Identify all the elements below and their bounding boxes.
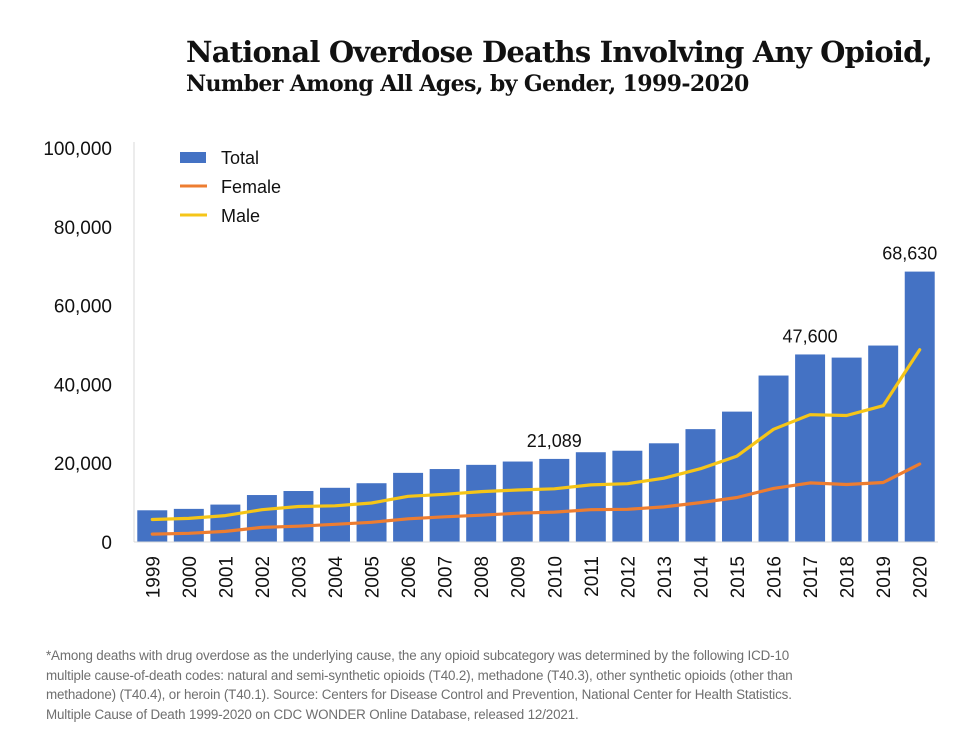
bar-total-2018 bbox=[831, 357, 862, 542]
x-tick-label: 2005 bbox=[363, 556, 384, 598]
chart-subtitle: Number Among All Ages, by Gender, 1999-2… bbox=[186, 71, 749, 97]
x-tick-label: 1999 bbox=[143, 556, 164, 598]
x-tick-label: 2018 bbox=[838, 556, 859, 598]
legend-label-male: Male bbox=[221, 206, 260, 226]
chart-title-line-1: National Overdose Deaths Involving Any O… bbox=[186, 35, 933, 69]
x-tick-label: 2007 bbox=[436, 556, 457, 598]
y-tick-label: 40,000 bbox=[54, 375, 112, 396]
bar-total-1999 bbox=[137, 510, 168, 542]
bar-total-2013 bbox=[648, 443, 679, 542]
x-tick-label: 2016 bbox=[765, 556, 786, 598]
bar-total-2005 bbox=[356, 483, 387, 542]
footnote: *Among deaths with drug overdose as the … bbox=[46, 646, 946, 724]
chart-area: 0 20,000 40,000 60,000 80,000 100,000 21,089 4… bbox=[43, 139, 938, 599]
x-tick-label: 2006 bbox=[399, 556, 420, 598]
bar-total-2001 bbox=[210, 504, 241, 542]
x-tick-label: 2017 bbox=[801, 556, 822, 598]
x-tick-label: 2020 bbox=[911, 556, 932, 598]
bar-total-2015 bbox=[722, 411, 752, 542]
y-tick-label: 80,000 bbox=[54, 218, 112, 239]
x-tick-label: 2004 bbox=[326, 556, 347, 599]
x-tick-label: 2010 bbox=[545, 556, 566, 598]
data-label-2020: 68,630 bbox=[882, 244, 937, 264]
footnote-line: methadone) (T40.4), or heroin (T40.1). S… bbox=[46, 687, 792, 702]
bar-total-2002 bbox=[246, 495, 277, 542]
y-axis: 0 20,000 40,000 60,000 80,000 100,000 bbox=[43, 139, 135, 554]
y-tick-label: 100,000 bbox=[43, 139, 112, 160]
line-male bbox=[150, 348, 922, 522]
bar-total-2006 bbox=[393, 472, 424, 542]
legend-swatch-total bbox=[180, 152, 206, 163]
legend-label-total: Total bbox=[221, 148, 259, 168]
x-tick-label: 2013 bbox=[655, 556, 676, 598]
bar-total-2019 bbox=[868, 345, 899, 542]
legend-label-female: Female bbox=[221, 177, 281, 197]
bar-total-2016 bbox=[758, 375, 789, 542]
x-tick-label: 2014 bbox=[691, 556, 712, 599]
bar-total-2003 bbox=[283, 491, 314, 542]
x-tick-label: 2002 bbox=[253, 556, 274, 598]
series-lines bbox=[150, 348, 922, 536]
bar-total-2020 bbox=[904, 271, 935, 542]
data-label-2010: 21,089 bbox=[527, 431, 582, 451]
data-labels: 21,089 47,600 68,630 bbox=[527, 244, 938, 451]
x-tick-label: 2011 bbox=[582, 556, 603, 597]
bar-total-2007 bbox=[429, 469, 460, 542]
x-tick-label: 2008 bbox=[472, 556, 493, 598]
line-female bbox=[150, 462, 922, 536]
x-tick-label: 2019 bbox=[874, 556, 895, 598]
bar-total-2011 bbox=[575, 452, 606, 542]
chart-title: National Overdose Deaths Involving Any O… bbox=[186, 34, 933, 98]
x-tick-label: 2000 bbox=[180, 556, 201, 598]
y-tick-label: 20,000 bbox=[54, 454, 112, 475]
y-tick-label: 0 bbox=[101, 533, 112, 554]
y-tick-label: 60,000 bbox=[54, 297, 112, 318]
bar-total-2004 bbox=[320, 487, 350, 542]
x-tick-label: 2009 bbox=[509, 556, 530, 598]
bar-total-2010 bbox=[539, 458, 570, 542]
x-tick-label: 2001 bbox=[216, 556, 237, 598]
x-tick-label: 2012 bbox=[618, 556, 639, 598]
bars-total bbox=[137, 271, 935, 542]
x-tick-label: 2015 bbox=[728, 556, 749, 598]
data-label-2017: 47,600 bbox=[783, 326, 838, 346]
footnote-line: multiple cause-of-death codes: natural a… bbox=[46, 667, 793, 683]
footnote-line: Multiple Cause of Death 1999-2020 on CDC… bbox=[46, 706, 579, 722]
bar-total-2008 bbox=[466, 464, 497, 542]
bar-total-2012 bbox=[612, 450, 643, 542]
footnote-line: *Among deaths with drug overdose as the … bbox=[46, 648, 790, 663]
x-tick-label: 2003 bbox=[289, 556, 310, 598]
legend: Total Female Male bbox=[180, 148, 281, 226]
bar-total-2009 bbox=[502, 461, 533, 542]
bar-total-2017 bbox=[795, 354, 826, 542]
bar-total-2000 bbox=[173, 508, 204, 542]
bar-total-2014 bbox=[685, 429, 716, 542]
x-axis: 1999 2000 2001 2002 2003 2004 2005 2006 2007 2008… bbox=[134, 541, 938, 599]
